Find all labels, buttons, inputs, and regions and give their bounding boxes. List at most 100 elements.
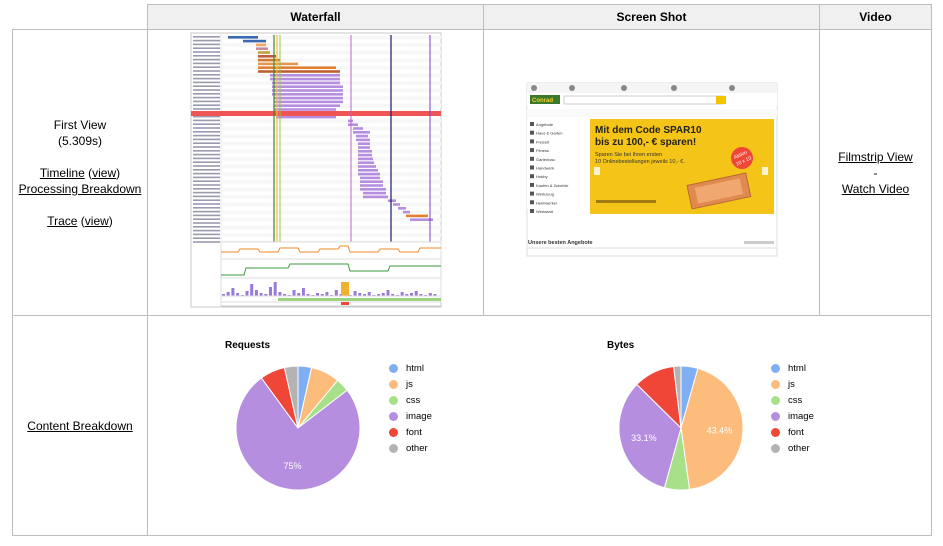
bytes-chart-title: Bytes <box>607 340 635 351</box>
waterfall-request-bar <box>274 108 336 111</box>
waterfall-cell <box>147 29 484 316</box>
waterfall-row-label <box>193 89 220 91</box>
waterfall-request-bar <box>398 207 406 210</box>
filmstrip-link[interactable]: Filmstrip View <box>838 149 913 164</box>
waterfall-request-bar <box>243 39 266 43</box>
waterfall-row-label <box>193 100 220 103</box>
legend-label: font <box>788 426 804 438</box>
waterfall-row-label <box>193 210 220 213</box>
waterfall-row-label <box>193 161 220 163</box>
screenshot-cell: Conrad Angebote Haus & Garten Freizeit Fitn… <box>483 29 820 316</box>
waterfall-request-bar <box>276 115 336 119</box>
pie-slice-label: 75% <box>284 461 302 471</box>
legend-swatch <box>389 411 398 421</box>
waterfall-request-bar <box>393 203 400 206</box>
waterfall-row-label <box>193 66 220 68</box>
legend-label: html <box>788 362 806 374</box>
waterfall-request-bar <box>272 89 343 92</box>
waterfall-request-bar <box>358 153 372 157</box>
pie-slice-label: 33.1% <box>631 433 657 443</box>
legend-label: other <box>406 442 428 454</box>
waterfall-row-label <box>193 180 220 182</box>
sidebar-category-item: Kaufen & Zubehör <box>536 183 569 188</box>
waterfall-row-label <box>193 70 220 72</box>
waterfall-row-label <box>193 47 220 49</box>
waterfall-request-bar <box>228 36 258 39</box>
sidebar-category-item: Werkzeug <box>536 192 554 197</box>
waterfall-row-label <box>193 74 220 76</box>
waterfall-request-bar <box>353 127 363 130</box>
waterfall-row-label <box>193 134 220 137</box>
requests-chart-title: Requests <box>225 340 271 351</box>
first-view-cell: First View (5.309s) Timeline (view) Proc… <box>12 29 148 316</box>
waterfall-request-bar <box>358 161 374 164</box>
legend-swatch <box>389 363 398 373</box>
waterfall-request-bar <box>258 70 340 73</box>
promo-sub2: 10 Onlinebestellungen jeweils 10,- €. <box>595 159 685 165</box>
legend-item-other: other <box>771 440 814 456</box>
pie-slice-other <box>283 365 299 429</box>
waterfall-request-bar <box>258 66 336 69</box>
promo-sub1: Sparen Sie bei Ihren ersten <box>595 152 662 158</box>
trace-view-link[interactable]: view <box>84 213 109 228</box>
pie-slice-image <box>618 383 682 489</box>
waterfall-request-bar <box>348 123 358 126</box>
sidebar-category-item: Hobby <box>536 174 548 179</box>
page-screenshot[interactable]: Conrad Angebote Haus & Garten Freizeit Fitn… <box>484 30 819 315</box>
legend-item-html: html <box>389 360 432 376</box>
corner-blank <box>12 4 148 30</box>
waterfall-row-label <box>193 203 220 205</box>
timeline-link[interactable]: Timeline <box>39 165 85 180</box>
best-offers-heading: Unsere besten Angebote <box>528 240 593 246</box>
legend-item-js: js <box>771 376 814 392</box>
legend-swatch <box>771 443 780 453</box>
waterfall-request-bar <box>358 157 373 161</box>
timeline-view-link[interactable]: view <box>92 165 117 180</box>
legend-swatch <box>389 443 398 453</box>
legend-label: font <box>406 426 422 438</box>
video-separator: - <box>873 165 878 180</box>
sidebar-category-item: Heimwerker <box>536 200 558 205</box>
promo-line1: Mit dem Code SPAR10 <box>595 125 702 136</box>
waterfall-request-bar <box>358 165 376 168</box>
processing-breakdown-link[interactable]: Processing Breakdown <box>18 181 142 196</box>
waterfall-row-label <box>193 176 220 179</box>
legend-item-font: font <box>771 424 814 440</box>
waterfall-request-bar <box>360 176 380 180</box>
waterfall-request-bar <box>358 142 370 145</box>
bytes-legend: html js css image font other <box>771 360 814 456</box>
legend-label: css <box>788 394 803 406</box>
sidebar-category-item: Handwerk <box>536 166 554 171</box>
waterfall-row-label <box>193 150 220 152</box>
waterfall-request-bar <box>358 146 370 149</box>
watch-video-link[interactable]: Watch Video <box>841 181 910 196</box>
waterfall-row-label <box>193 142 220 144</box>
waterfall-row-label <box>193 96 220 99</box>
waterfall-request-bar <box>274 100 343 104</box>
waterfall-request-bar <box>258 51 270 54</box>
trace-link[interactable]: Trace <box>47 213 78 228</box>
waterfall-request-bar <box>274 104 340 107</box>
content-breakdown-link[interactable]: Content Breakdown <box>27 418 133 433</box>
waterfall-row-label <box>193 131 220 133</box>
legend-item-css: css <box>389 392 432 408</box>
waterfall-request-bar <box>403 210 410 214</box>
legend-item-other: other <box>389 440 432 456</box>
legend-swatch <box>771 427 780 437</box>
sidebar-category-item: Haus & Garten <box>536 131 562 136</box>
waterfall-request-bar <box>356 134 368 138</box>
waterfall-request-bar <box>360 188 386 191</box>
waterfall-row-label <box>193 43 220 46</box>
waterfall-row-label <box>193 51 220 53</box>
waterfall-row-label <box>193 169 220 171</box>
legend-item-js: js <box>389 376 432 392</box>
waterfall-request-bar <box>360 180 383 183</box>
content-breakdown-cell: Content Breakdown <box>12 315 148 536</box>
waterfall-row-label <box>193 119 220 122</box>
waterfall-request-bar <box>388 199 396 202</box>
first-view-title: First View <box>53 117 107 132</box>
waterfall-request-bar <box>272 81 340 85</box>
legend-item-html: html <box>771 360 814 376</box>
waterfall-row-label <box>193 195 220 198</box>
waterfall-image[interactable] <box>148 30 483 315</box>
